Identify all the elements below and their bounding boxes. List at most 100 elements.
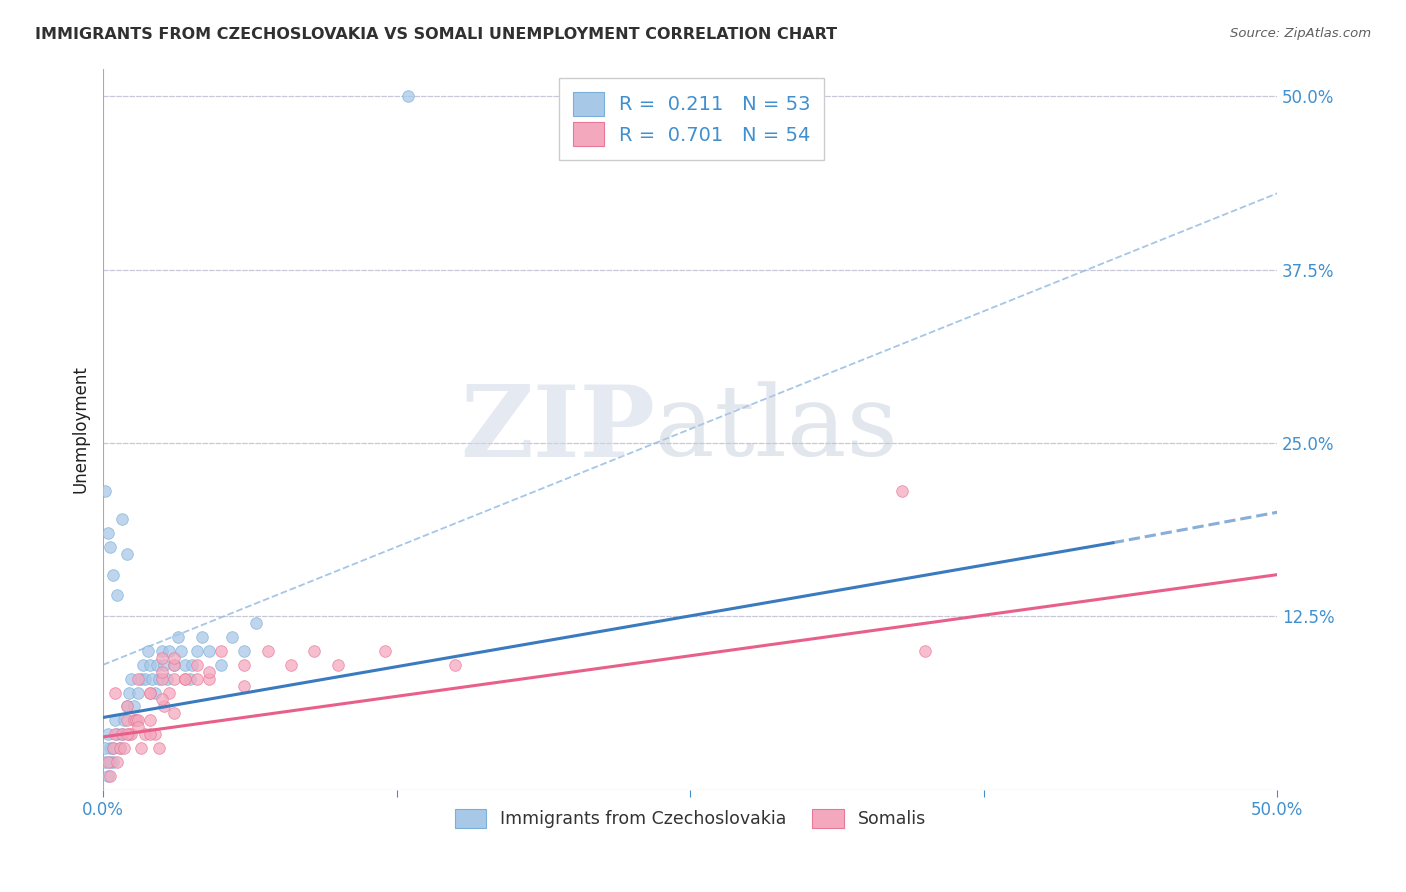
Point xyxy=(153,699,176,714)
Point xyxy=(162,672,184,686)
Point xyxy=(190,630,212,644)
Point xyxy=(98,755,121,769)
Point xyxy=(98,741,121,756)
Point xyxy=(101,755,124,769)
Point xyxy=(127,713,149,727)
Text: ZIP: ZIP xyxy=(460,381,655,477)
Point xyxy=(94,755,117,769)
Point xyxy=(127,672,149,686)
Point xyxy=(162,657,184,672)
Point xyxy=(104,685,127,699)
Text: atlas: atlas xyxy=(655,381,897,477)
Point xyxy=(125,713,148,727)
Point xyxy=(105,589,128,603)
Point xyxy=(115,699,138,714)
Point xyxy=(108,741,131,756)
Point xyxy=(101,741,124,756)
Point xyxy=(186,644,208,658)
Point xyxy=(112,741,135,756)
Point xyxy=(127,720,149,734)
Text: Source: ZipAtlas.com: Source: ZipAtlas.com xyxy=(1230,27,1371,40)
Point xyxy=(120,727,142,741)
Point xyxy=(118,727,141,741)
Point xyxy=(139,685,162,699)
Point xyxy=(134,672,156,686)
Point xyxy=(914,644,936,658)
Point xyxy=(162,650,184,665)
Point xyxy=(155,672,177,686)
Point xyxy=(143,727,166,741)
Point xyxy=(115,547,138,561)
Point xyxy=(162,657,184,672)
Point xyxy=(150,692,173,706)
Point xyxy=(139,727,162,741)
Point xyxy=(174,672,197,686)
Point xyxy=(396,89,419,103)
Point xyxy=(245,616,267,631)
Point xyxy=(97,727,120,741)
Point xyxy=(326,657,349,672)
Point xyxy=(120,672,142,686)
Point xyxy=(122,699,145,714)
Point xyxy=(98,540,121,554)
Point xyxy=(186,657,208,672)
Point xyxy=(132,657,155,672)
Point xyxy=(148,672,170,686)
Point xyxy=(221,630,243,644)
Point xyxy=(105,755,128,769)
Point xyxy=(233,679,256,693)
Point xyxy=(104,727,127,741)
Point xyxy=(97,755,120,769)
Point xyxy=(148,741,170,756)
Point xyxy=(280,657,302,672)
Point xyxy=(129,741,152,756)
Text: IMMIGRANTS FROM CZECHOSLOVAKIA VS SOMALI UNEMPLOYMENT CORRELATION CHART: IMMIGRANTS FROM CZECHOSLOVAKIA VS SOMALI… xyxy=(35,27,838,42)
Point xyxy=(127,685,149,699)
Point xyxy=(157,685,180,699)
Point xyxy=(101,567,124,582)
Point xyxy=(890,484,912,499)
Point xyxy=(111,512,134,526)
Point xyxy=(94,484,117,499)
Point xyxy=(125,713,148,727)
Point xyxy=(104,713,127,727)
Point xyxy=(146,657,169,672)
Point xyxy=(209,657,232,672)
Point xyxy=(186,672,208,686)
Point xyxy=(198,644,221,658)
Point xyxy=(233,657,256,672)
Point xyxy=(167,630,190,644)
Point xyxy=(115,727,138,741)
Point xyxy=(134,727,156,741)
Point xyxy=(139,657,162,672)
Y-axis label: Unemployment: Unemployment xyxy=(72,365,89,493)
Point xyxy=(150,665,173,679)
Point xyxy=(105,727,128,741)
Point xyxy=(143,685,166,699)
Point xyxy=(233,644,256,658)
Point xyxy=(141,672,163,686)
Point xyxy=(139,713,162,727)
Point xyxy=(179,672,201,686)
Point xyxy=(174,672,197,686)
Point xyxy=(118,685,141,699)
Point xyxy=(108,741,131,756)
Point xyxy=(111,727,134,741)
Point xyxy=(374,644,396,658)
Point xyxy=(136,644,159,658)
Point xyxy=(101,741,124,756)
Point xyxy=(115,713,138,727)
Point xyxy=(198,665,221,679)
Point xyxy=(150,672,173,686)
Point xyxy=(97,526,120,541)
Point xyxy=(153,657,176,672)
Point xyxy=(209,644,232,658)
Point xyxy=(115,699,138,714)
Point xyxy=(122,713,145,727)
Legend: Immigrants from Czechoslovakia, Somalis: Immigrants from Czechoslovakia, Somalis xyxy=(447,802,932,835)
Point xyxy=(256,644,278,658)
Point xyxy=(162,706,184,721)
Point xyxy=(129,672,152,686)
Point xyxy=(304,644,326,658)
Point xyxy=(174,657,197,672)
